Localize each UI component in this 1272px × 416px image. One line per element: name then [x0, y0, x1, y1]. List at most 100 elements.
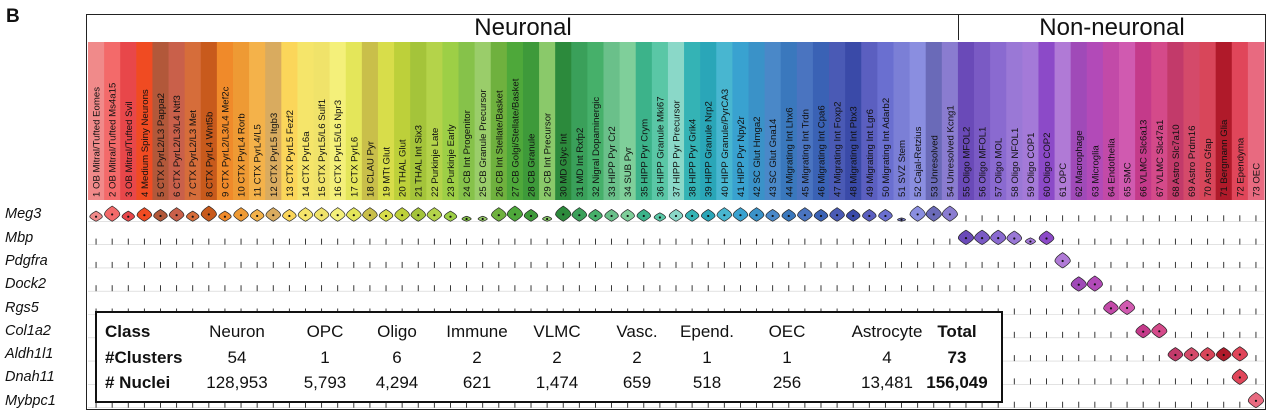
cluster-header-band — [1167, 42, 1185, 200]
violin-median-dot — [562, 213, 565, 216]
cluster-header-band — [200, 42, 218, 200]
cluster-label: 37 HIPP Pyr Precursor — [672, 99, 683, 197]
cluster-label: 32 Nigral Dopaminergic — [591, 97, 602, 197]
cluster-header-band — [990, 42, 1007, 200]
violin-median-dot — [1029, 240, 1032, 243]
cluster-header-band — [168, 42, 186, 200]
cluster-header-band — [941, 42, 959, 200]
cluster-header-band — [555, 42, 572, 200]
violin-median-dot — [674, 214, 678, 218]
cluster-header-band — [539, 42, 556, 200]
group-divider — [958, 14, 959, 40]
violin-median-dot — [1013, 237, 1016, 240]
violin-median-dot — [497, 214, 500, 217]
cluster-label: 50 Migrating Int Adarb2 — [881, 98, 892, 197]
cluster-header-band — [442, 42, 460, 200]
gene-label: Aldh1l1 — [5, 346, 54, 363]
panel-label: B — [6, 6, 20, 27]
cluster-label: 71 Bergmann Glia — [1219, 119, 1230, 197]
summary-cell: 1 — [320, 348, 330, 367]
cluster-label: 20 THAL Glut — [398, 139, 409, 197]
summary-cell: 6 — [392, 348, 402, 367]
cluster-header-band — [88, 42, 105, 200]
cluster-header-band — [780, 42, 798, 200]
cluster-header-band — [1215, 42, 1233, 200]
cluster-label: 60 Oligo COP2 — [1042, 132, 1053, 197]
violin-median-dot — [594, 214, 597, 218]
cluster-header-band — [394, 42, 411, 200]
cluster-header-band — [877, 42, 895, 200]
violin-median-dot — [884, 214, 887, 218]
violin-median-dot — [1190, 353, 1193, 357]
cluster-header-band — [861, 42, 878, 200]
violin-median-dot — [94, 215, 98, 218]
cluster-header-band — [313, 42, 331, 200]
violin-median-dot — [771, 214, 774, 218]
violin-median-dot — [481, 217, 484, 221]
cluster-label: 13 CTX PyrL5 Fezf2 — [285, 110, 296, 197]
cluster-label: 28 CB Granule — [527, 134, 538, 197]
cluster-label: 8 CTX PyrL4 Wnt5b — [204, 112, 215, 197]
cluster-header-band — [684, 42, 701, 200]
cluster-header-band — [957, 42, 975, 200]
cluster-label: 21 THAL Int Six3 — [414, 125, 425, 197]
violin-median-dot — [610, 214, 613, 218]
violin-median-dot — [449, 215, 452, 218]
violin-median-dot — [513, 213, 517, 216]
cluster-header-band — [845, 42, 862, 200]
cluster-header-band — [249, 42, 266, 200]
violin-median-dot — [1093, 283, 1096, 286]
cluster-label: 23 Purkinje Early — [446, 124, 457, 197]
summary-cell: 256 — [772, 373, 802, 392]
violin-median-dot — [1142, 330, 1145, 333]
cluster-label: 34 SUB Pyr — [623, 146, 634, 197]
cluster-label: 24 CB Int Progenitor — [462, 109, 473, 197]
summary-cell: Oligo — [377, 322, 417, 341]
cluster-label: 5 CTX PyrL2/L3 Pappa2 — [156, 93, 167, 197]
cluster-header-band — [1119, 42, 1136, 200]
cluster-label: 44 Migrating Int Lhx6 — [784, 107, 795, 197]
cluster-header-band — [764, 42, 782, 200]
summary-cell: VLMC — [533, 322, 581, 341]
violin-median-dot — [997, 236, 1000, 240]
violin-median-dot — [384, 214, 388, 218]
cluster-label: 31 MD Int Rxfp2 — [575, 128, 586, 197]
cluster-label: 49 Migrating Int Lgr6 — [865, 109, 876, 197]
summary-cell: Total — [937, 322, 977, 341]
cluster-header-band — [716, 42, 733, 200]
violin-median-dot — [127, 215, 130, 218]
summary-cell: 4,294 — [375, 373, 419, 392]
violin-median-dot — [1125, 306, 1129, 310]
cluster-header-band — [1006, 42, 1023, 200]
cluster-header-band — [281, 42, 299, 200]
violin-median-dot — [465, 217, 468, 221]
summary-cell: Neuron — [209, 322, 265, 341]
cluster-header-band — [925, 42, 943, 200]
group-title-non-neuronal: Non-neuronal — [1039, 14, 1185, 41]
cluster-label: 1 OB Mitral/Tufted Eomes — [92, 87, 103, 197]
violin-median-dot — [852, 214, 855, 218]
summary-cell: Class — [105, 322, 151, 341]
cluster-label: 33 HIPP Pyr Cr2 — [607, 126, 618, 197]
cluster-header-band — [1151, 42, 1168, 200]
violin-median-dot — [1045, 237, 1048, 240]
violin-median-dot — [691, 214, 694, 218]
cluster-header-band — [667, 42, 685, 200]
cluster-header-band — [458, 42, 476, 200]
cluster-header-band — [152, 42, 170, 200]
violin-median-dot — [980, 236, 984, 240]
cluster-label: 36 HIPP Granule Mki67 — [655, 96, 666, 197]
cluster-label: 43 SC Glut Gna14 — [768, 118, 779, 197]
cluster-header-band — [506, 42, 524, 200]
violin-median-dot — [223, 215, 227, 218]
gene-label: Dnah11 — [5, 369, 55, 386]
summary-cell: 156,049 — [926, 373, 988, 392]
cluster-label: 53 Unresolved — [929, 135, 940, 197]
summary-cell: 2 — [632, 348, 642, 367]
cluster-header-band — [1247, 42, 1265, 200]
summary-cell: 5,793 — [303, 373, 347, 392]
cluster-label: 48 Migrating Int Pbx3 — [849, 106, 860, 197]
cluster-header-band — [812, 42, 830, 200]
violin-median-dot — [529, 214, 533, 218]
violin-median-dot — [1238, 353, 1241, 356]
